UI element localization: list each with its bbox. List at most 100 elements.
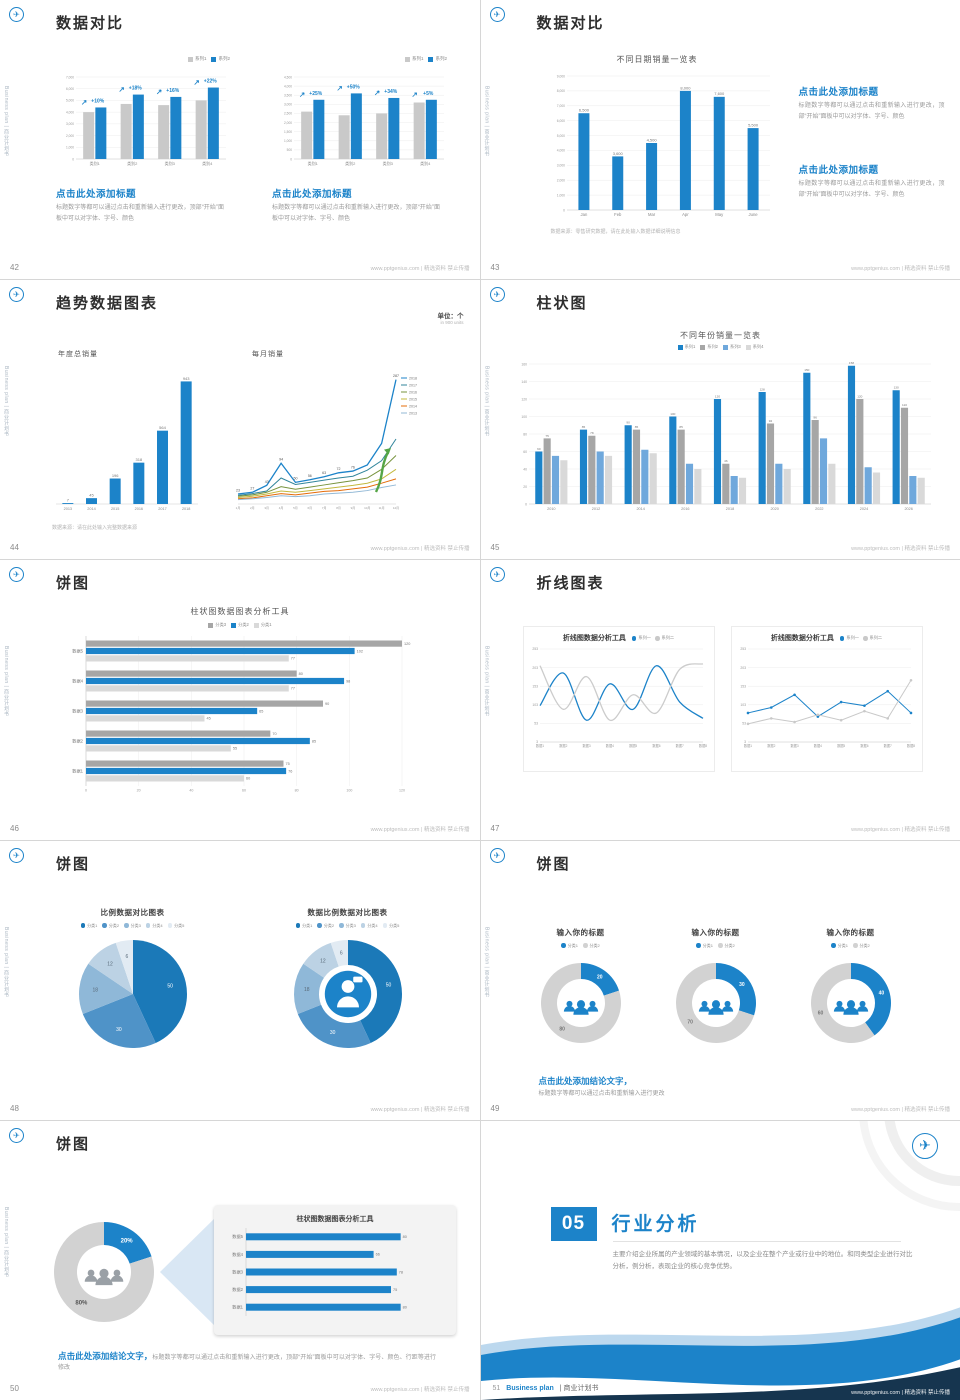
svg-text:5,500: 5,500	[748, 123, 759, 128]
svg-text:2020: 2020	[770, 507, 778, 511]
donut-chart-40-60: 40 60	[781, 953, 921, 1062]
page-number: 50	[10, 1384, 19, 1393]
page-number: 42	[10, 263, 19, 273]
svg-text:数据7: 数据7	[675, 743, 683, 748]
svg-text:120: 120	[714, 395, 719, 399]
svg-text:130: 130	[893, 386, 898, 390]
svg-text:0: 0	[290, 157, 292, 161]
svg-text:30: 30	[330, 1030, 336, 1036]
svg-text:100: 100	[521, 415, 527, 419]
svg-text:120: 120	[857, 395, 862, 399]
svg-text:数据2: 数据2	[767, 743, 775, 748]
chart-legend: 分类1 分类2 分类3 分类4 分类5	[35, 923, 230, 929]
svg-text:2026: 2026	[904, 507, 912, 511]
slide-49-donut-charts: ✈ Business plan | 商业计划书 饼图 输入你的标题 分类1 分类2…	[480, 840, 960, 1120]
sidebar-watermark-text: Business plan | 商业计划书	[483, 646, 490, 718]
section-divider-line	[612, 1240, 901, 1242]
svg-text:27: 27	[250, 487, 254, 491]
sidebar-watermark-text: Business plan | 商业计划书	[3, 926, 9, 998]
chart-legend: 分类3 分类2 分类1	[90, 622, 390, 628]
svg-text:1,000: 1,000	[66, 146, 74, 150]
svg-text:50: 50	[167, 983, 173, 989]
conclusion-block: 点击此处添加结论文字， 标题数字等都可以通过点击和重新输入进行更改	[539, 1075, 919, 1100]
slide-title: 饼图	[56, 1135, 91, 1153]
panel-header: 折线图数据分析工具 系列一 系列二	[524, 627, 714, 643]
svg-text:20: 20	[137, 789, 141, 793]
svg-text:6: 6	[125, 954, 128, 960]
conclusion-body: 标题数字等都可以通过点击和重新输入进行更改	[538, 1091, 665, 1098]
page-number: 43	[490, 263, 500, 273]
svg-text:80: 80	[299, 672, 303, 676]
caption-heading: 点击此处添加标题	[798, 165, 879, 176]
svg-text:数据8: 数据8	[698, 743, 706, 748]
caption-block: 点击此处添加标题 标题数字等都可以通过点击和重新输入进行更改，顶部“开始”面板中…	[272, 186, 440, 224]
chart-title: 柱状图数据图表分析工具	[296, 1215, 374, 1223]
sidebar-watermark-text: Business plan | 商业计划书	[483, 86, 490, 157]
svg-text:2010: 2010	[547, 507, 555, 511]
paper-plane-logo-icon: ✈	[489, 847, 505, 863]
caption-body: 标题数字等都可以通过点击和重新输入进行更改，顶部“开始”面板中可以对字体、字号、…	[798, 181, 945, 198]
svg-text:120: 120	[521, 397, 527, 401]
caption-body: 标题数字等都可以通过点击和重新输入进行更改，顶部“开始”面板中可以对字体、字号、…	[798, 103, 945, 120]
svg-text:56: 56	[308, 474, 312, 478]
svg-text:June: June	[748, 212, 758, 217]
svg-text:46: 46	[724, 459, 728, 463]
caption-body: 标题数字等都可以通过点击和重新输入进行更改，顶部“开始”面板中可以对字体、字号、…	[272, 205, 440, 222]
svg-text:8月: 8月	[336, 506, 341, 510]
sidebar-watermark-text: Business plan | 商业计划书	[3, 646, 9, 718]
svg-text:20: 20	[523, 485, 527, 489]
svg-text:287: 287	[393, 374, 399, 378]
svg-text:数据1: 数据1	[232, 1303, 243, 1310]
svg-text:2017: 2017	[409, 383, 417, 387]
svg-text:98: 98	[346, 680, 350, 684]
svg-text:77: 77	[291, 657, 295, 661]
conclusion-body: 点击此处添加结论文字，标题数字等都可以通过点击和重新输入进行更改，顶部“开始”面…	[58, 1350, 436, 1372]
slide-title: 数据对比	[536, 15, 605, 32]
svg-text:1月: 1月	[236, 506, 241, 510]
svg-text:80: 80	[523, 432, 527, 436]
slide-title: 饼图	[56, 855, 91, 873]
svg-text:+50%: +50%	[347, 84, 360, 90]
svg-text:53: 53	[534, 722, 538, 726]
svg-text:2024: 2024	[859, 507, 867, 511]
svg-text:12: 12	[320, 958, 326, 964]
caption-block: 点击此处添加标题 标题数字等都可以通过点击和重新输入进行更改，顶部“开始”面板中…	[799, 162, 945, 200]
svg-text:50: 50	[386, 982, 392, 988]
svg-text:类别2: 类别2	[127, 160, 138, 166]
svg-text:7,000: 7,000	[66, 75, 74, 79]
chart-legend: 系列一 系列二	[839, 635, 882, 641]
svg-text:+34%: +34%	[384, 89, 397, 95]
funnel-connector-shape	[160, 1216, 216, 1327]
svg-text:2012: 2012	[591, 507, 599, 511]
slide-45-bar-chart: ✈ Business plan | 商业计划书 柱状图 不同年份销量一览表 系列…	[480, 280, 960, 560]
svg-text:8,000: 8,000	[556, 89, 564, 93]
line-chart-panel-right: 折线图数据分析工具 系列一 系列二 253 203 153 103 53 3 数据1 数据2 数据…	[730, 626, 923, 773]
svg-text:75: 75	[393, 1288, 397, 1292]
svg-text:数据5: 数据5	[837, 743, 845, 748]
slide-42-data-comparison: ✈ Business plan | 商业计划书 数据对比 系列1 系列2 7,00…	[0, 0, 480, 280]
svg-text:102: 102	[357, 650, 363, 654]
slide-title: 饼图	[56, 575, 91, 593]
svg-text:类别3: 类别3	[383, 160, 394, 166]
panel-header: 折线图数据分析工具 系列一 系列二	[732, 627, 922, 643]
footer-brand-en: Business plan	[506, 1385, 554, 1392]
svg-text:943: 943	[183, 376, 190, 381]
svg-text:2015: 2015	[409, 397, 417, 401]
sidebar-watermark-text: Business plan | 商业计划书	[3, 366, 9, 437]
data-source-note: 数据来源：请在此处输入完整数据来源	[52, 525, 138, 532]
svg-text:128: 128	[759, 388, 764, 392]
svg-text:150: 150	[804, 368, 809, 372]
svg-text:数据5: 数据5	[72, 648, 83, 655]
chart-title: 不同日期销量一览表	[616, 55, 698, 64]
svg-text:2018: 2018	[409, 376, 417, 380]
monthly-sales-line-chart: 1月 2月 3月 4月 5月 6月 7月 8月 9月 10月 11月 12月 23 27 43 94 50 56 6…	[228, 358, 432, 523]
svg-text:2,500: 2,500	[284, 112, 292, 116]
section-title: 行业分析	[611, 1213, 700, 1235]
svg-text:7,000: 7,000	[556, 104, 564, 108]
chart-legend: 分类1 分类2 分类3 分类4 分类5	[250, 923, 445, 929]
svg-text:3月: 3月	[264, 506, 269, 510]
svg-text:4,500: 4,500	[646, 137, 657, 142]
svg-text:数据1: 数据1	[535, 743, 543, 748]
svg-text:2014: 2014	[636, 507, 644, 511]
svg-text:94: 94	[279, 458, 283, 462]
